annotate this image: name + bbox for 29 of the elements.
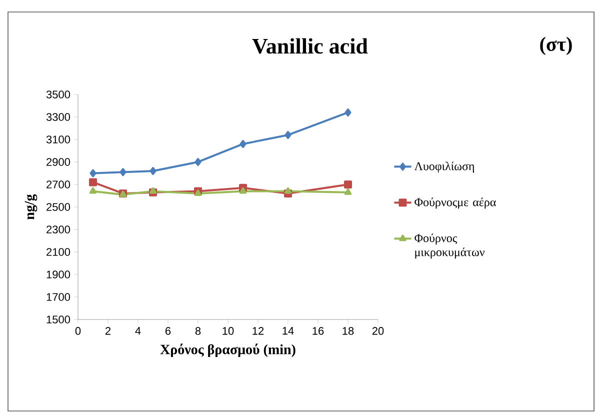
y-tick-label: 3100 bbox=[46, 136, 70, 144]
x-tick-label: 6 bbox=[166, 327, 171, 335]
y-tick-label: 3500 bbox=[46, 90, 70, 98]
y-tick-label: 1500 bbox=[46, 316, 70, 324]
text: (στ) bbox=[540, 36, 572, 56]
y-tick-label: 3300 bbox=[46, 113, 70, 121]
x-tick-label: 18 bbox=[342, 327, 354, 335]
x-tick-label: 10 bbox=[222, 327, 234, 335]
y-axis-title: ng/g bbox=[24, 194, 38, 220]
y-tick-label: 2100 bbox=[46, 248, 70, 256]
x-tick-label: 0 bbox=[75, 327, 81, 335]
chart-title: Vanillic acid bbox=[252, 38, 368, 54]
x-tick-label: 4 bbox=[135, 327, 141, 335]
x-axis-title: Χρόνος βρασμού (min) bbox=[160, 344, 296, 358]
y-tick-label: 1900 bbox=[46, 270, 70, 278]
x-tick-label: 8 bbox=[195, 327, 201, 335]
x-tick-label: 12 bbox=[252, 327, 264, 335]
x-tick-label: 20 bbox=[372, 327, 384, 335]
legend-label: Φούρνοςμε αέρα bbox=[414, 198, 496, 209]
legend-label: Λυοφιλίωση bbox=[414, 162, 474, 173]
y-tick-label: 2700 bbox=[46, 180, 70, 188]
y-tick-label: 2300 bbox=[46, 226, 70, 234]
x-tick-label: 14 bbox=[282, 327, 294, 335]
x-tick-label: 16 bbox=[312, 327, 324, 335]
y-tick-label: 2500 bbox=[46, 203, 70, 211]
y-tick-label: 2900 bbox=[46, 158, 70, 166]
x-tick-label: 2 bbox=[105, 327, 111, 335]
legend-label: Φούρνος μικροκυμάτων bbox=[414, 234, 485, 259]
y-tick-label: 1700 bbox=[46, 293, 70, 301]
